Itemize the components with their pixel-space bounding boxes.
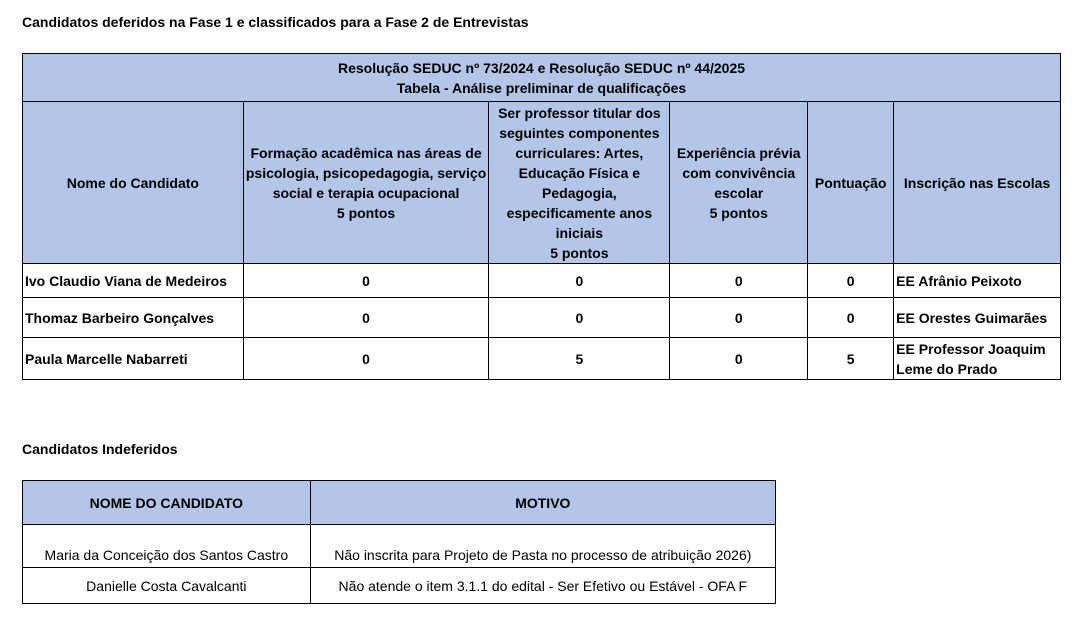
school: EE Afrânio Peixoto <box>893 263 1061 298</box>
score-experiencia: 0 <box>669 297 809 338</box>
header-nome: Nome do Candidato <box>22 101 244 264</box>
school: EE Orestes Guimarães <box>893 297 1061 338</box>
header-formacao: Formação acadêmica nas áreas de psicolog… <box>242 101 490 264</box>
school: EE Professor Joaquim Leme do Prado <box>893 337 1061 380</box>
table-row: Thomaz Barbeiro Gonçalves 0 0 0 0 EE Ore… <box>22 297 1061 338</box>
candidate-name: Thomaz Barbeiro Gonçalves <box>22 297 244 338</box>
header-inscricao: Inscrição nas Escolas <box>893 101 1061 264</box>
score-experiencia: 0 <box>669 263 809 298</box>
header-pontuacao: Pontuação <box>807 101 895 264</box>
header-nome-candidato: NOME DO CANDIDATO <box>22 480 311 525</box>
header-experiencia: Experiência prévia com convivência escol… <box>669 101 809 264</box>
qualifications-table: Resolução SEDUC nº 73/2024 e Resolução S… <box>22 53 1061 380</box>
table-row: Maria da Conceição dos Santos Castro Não… <box>22 524 777 568</box>
candidate-name: Danielle Costa Cavalcanti <box>22 567 311 604</box>
rejected-table: NOME DO CANDIDATO MOTIVO Maria da Concei… <box>22 480 777 604</box>
score-formacao: 0 <box>242 297 490 338</box>
table-subtitle: Tabela - Análise preliminar de qualifica… <box>22 78 1061 102</box>
score-professor: 0 <box>488 263 671 298</box>
score-professor: 5 <box>488 337 671 380</box>
heading-indeferidos: Candidatos Indeferidos <box>22 441 178 457</box>
score-total: 0 <box>807 263 895 298</box>
table-title: Resolução SEDUC nº 73/2024 e Resolução S… <box>22 53 1061 78</box>
score-professor: 0 <box>488 297 671 338</box>
candidate-name: Ivo Claudio Viana de Medeiros <box>22 263 244 298</box>
reason: Não atende o item 3.1.1 do edital - Ser … <box>309 567 777 604</box>
table-row: Paula Marcelle Nabarreti 0 5 0 5 EE Prof… <box>22 337 1061 380</box>
table-row: Danielle Costa Cavalcanti Não atende o i… <box>22 567 777 604</box>
heading-deferidos: Candidatos deferidos na Fase 1 e classif… <box>22 14 529 30</box>
header-motivo: MOTIVO <box>309 480 777 525</box>
candidate-name: Paula Marcelle Nabarreti <box>22 337 244 380</box>
candidate-name: Maria da Conceição dos Santos Castro <box>22 524 311 568</box>
score-formacao: 0 <box>242 337 490 380</box>
score-total: 5 <box>807 337 895 380</box>
reason: Não inscrita para Projeto de Pasta no pr… <box>309 524 777 568</box>
score-formacao: 0 <box>242 263 490 298</box>
score-experiencia: 0 <box>669 337 809 380</box>
score-total: 0 <box>807 297 895 338</box>
table-row: Ivo Claudio Viana de Medeiros 0 0 0 0 EE… <box>22 263 1061 298</box>
header-professor-titular: Ser professor titular dos seguintes comp… <box>488 101 671 264</box>
